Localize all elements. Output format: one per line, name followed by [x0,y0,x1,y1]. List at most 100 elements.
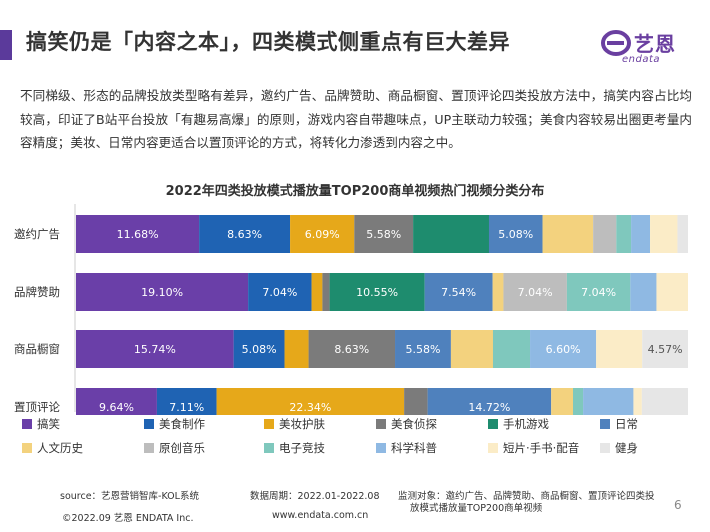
legend-swatch [144,419,154,429]
data-label: 11.68% [117,228,159,241]
category-label: 品牌赞助 [14,285,60,299]
bar-segment [542,215,594,253]
legend-swatch [264,419,274,429]
legend-item: 搞笑 [22,416,60,432]
period-note: 数据周期：2022.01-2022.08 [250,491,380,502]
data-label: 7.04% [581,286,616,299]
bar-segment [593,215,617,253]
data-label: 5.58% [366,228,401,241]
bar-segment [76,388,157,415]
copyright: ©2022.09 艺恩 ENDATA Inc. [62,513,194,524]
chart-title: 2022年四类投放模式播放量TOP200商单视频热门视频分类分布 [165,184,545,199]
legend-label: 科学科普 [391,441,437,455]
bar-segment [329,273,425,311]
bar-segment [596,330,643,368]
legend-label: 美食侦探 [391,417,437,431]
logo-text-cn: 艺恩 [634,32,676,56]
bar-segment [566,273,631,311]
category-label: 商品橱窗 [14,342,60,356]
legend-label: 电子竞技 [279,441,325,455]
bar-segment [488,215,543,253]
legend-item: 原创音乐 [144,440,205,456]
bar-segment [642,330,688,368]
bar-segment [573,388,584,415]
legend-item: 人文历史 [22,440,83,456]
object-note-line1: 监测对象：邀约广告、品牌赞助、商品橱窗、置顶评论四类投 [398,491,655,502]
bar-segment [616,215,632,253]
data-label: 7.04% [262,286,297,299]
bar-segment [424,273,493,311]
page-title: 搞笑仍是「内容之本」，四类模式侧重点有巨大差异 [26,30,510,54]
category-label: 置顶评论 [14,400,60,414]
bar-segment [650,215,678,253]
legend-swatch [600,419,610,429]
data-label: 22.34% [289,401,331,414]
logo-ring [601,30,631,56]
legend-label: 手机游戏 [503,417,549,431]
legend-label: 人文历史 [37,441,83,455]
legend-item: 手机游戏 [488,416,549,432]
object-note-line2: 放模式播放量TOP200商单视频 [410,503,543,514]
legend-label: 健身 [615,441,638,455]
data-label: 15.74% [134,343,176,356]
legend-item: 美食侦探 [376,416,437,432]
legend-swatch [488,443,498,453]
data-label: 7.11% [169,401,204,414]
bar-segment [322,273,330,311]
bar-segment [503,273,567,311]
legend-item: 电子竞技 [264,440,325,456]
bar-segment [290,215,355,253]
data-label: 8.63% [334,343,369,356]
bar-segment [551,388,574,415]
legend-label: 日常 [615,417,638,431]
bar-segment [492,330,531,368]
legend-item: 日常 [600,416,638,432]
page-number: 6 [674,498,682,512]
bar-segment [199,215,291,253]
bar-segment [308,330,396,368]
data-label: 10.55% [356,286,398,299]
data-label: 9.64% [99,401,134,414]
bar-segment [156,388,217,415]
data-label: 8.63% [227,228,262,241]
bar-segment [427,388,552,415]
bar-segment [248,273,312,311]
bar-segment [630,273,657,311]
data-label: 7.04% [518,286,553,299]
bar-segment [354,215,414,253]
legend-swatch [600,443,610,453]
legend-swatch [144,443,154,453]
bar-segment [656,273,688,311]
legend-item: 美食制作 [144,416,205,432]
data-label: 4.57% [648,343,683,356]
bar-segment [633,388,642,415]
bar-segment [450,330,493,368]
data-label: 5.08% [242,343,277,356]
legend-label: 美妆护肤 [279,417,325,431]
legend-label: 搞笑 [37,417,60,431]
category-label: 邀约广告 [14,227,60,241]
website-link[interactable]: www.endata.com.cn [272,510,369,521]
bar-segment [76,215,200,253]
data-label: 14.72% [468,401,510,414]
bar-segment [641,388,688,415]
bar-segment [631,215,651,253]
bar-segment [233,330,285,368]
data-label: 19.10% [141,286,183,299]
data-label: 6.09% [305,228,340,241]
bar-segment [76,330,234,368]
legend-swatch [22,419,32,429]
bar-segment [530,330,597,368]
data-label: 6.60% [546,343,581,356]
stacked-bar-chart: 邀约广告 11.68% 8.63% 6.09% 5.58% 5.08% 品牌赞助 19.10%… [14,204,688,415]
legend-item: 短片·手书·配音 [488,440,579,456]
data-label: 7.54% [441,286,476,299]
description-text: 不同梯级、形态的品牌投放类型略有差异，邀约广告、品牌赞助、商品橱窗、置顶评论四类… [20,88,692,150]
legend-swatch [264,443,274,453]
data-label: 5.58% [405,343,440,356]
bar-segment [216,388,405,415]
title-accent-bar [0,30,12,60]
legend-label: 美食制作 [159,417,205,431]
legend-item: 科学科普 [376,440,437,456]
bar-segment [677,215,688,253]
